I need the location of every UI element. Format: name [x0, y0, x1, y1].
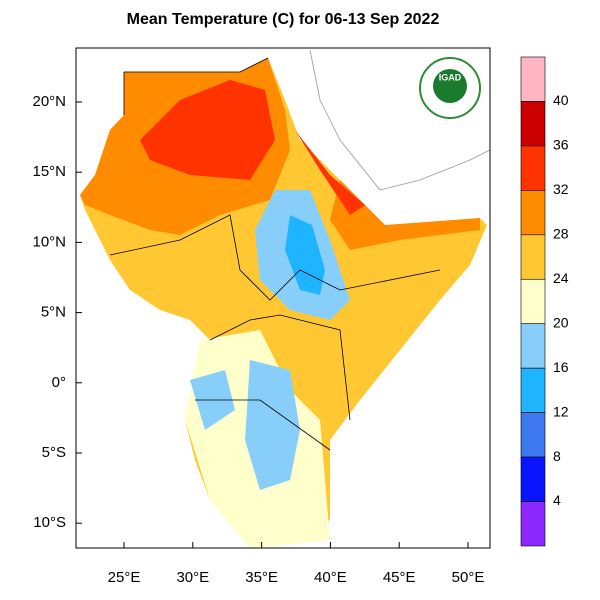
colorbar-label: 16 — [553, 359, 569, 375]
colorbar-bin — [520, 501, 546, 547]
coastline — [309, 49, 491, 191]
colorbar-bin — [520, 56, 546, 102]
temp-region-28-32 — [330, 180, 480, 250]
colorbar-bin — [520, 278, 546, 325]
temp-region-32-36 — [140, 80, 275, 180]
map-frame — [75, 47, 491, 549]
colorbar-label: 12 — [553, 403, 569, 419]
colorbar-label: 4 — [553, 492, 561, 508]
colorbar-label: 20 — [553, 314, 569, 330]
temp-region-16-20 — [245, 360, 300, 490]
colorbar-label: 24 — [553, 270, 569, 286]
x-tick-label: 40°E — [314, 569, 347, 586]
y-tick-label: 10°N — [32, 233, 66, 250]
y-tick-label: 15°N — [32, 163, 66, 180]
x-tick-label: 35°E — [245, 569, 278, 586]
country-border — [209, 314, 351, 421]
country-border — [195, 399, 331, 451]
x-tick-label: 45°E — [383, 569, 416, 586]
temp-region-32-36 — [295, 130, 365, 215]
colorbar-bin — [520, 101, 546, 147]
country-border — [123, 57, 269, 115]
y-tick-label: 0° — [52, 374, 66, 391]
colorbar-bin — [520, 234, 546, 280]
y-tick-label: 5°S — [42, 444, 66, 461]
y-tick-label: 20°N — [32, 93, 66, 110]
country-border — [109, 214, 441, 301]
colorbar-bin — [520, 323, 546, 369]
x-tick-label: 25°E — [108, 569, 141, 586]
y-tick-label: 5°N — [41, 304, 66, 321]
x-tick-label: 30°E — [176, 569, 209, 586]
logo-text: IGAD — [439, 72, 462, 82]
colorbar-bin — [520, 412, 546, 458]
x-tick-label: 50°E — [452, 569, 485, 586]
logo-globe — [433, 69, 467, 103]
colorbar-bin — [520, 367, 546, 413]
map-area — [75, 47, 491, 549]
map-title: Mean Temperature (C) for 06-13 Sep 2022 — [127, 11, 440, 28]
colorbar-label: 40 — [553, 92, 569, 108]
logo: IGAD — [419, 57, 481, 119]
y-tick-label: 10°S — [33, 514, 66, 531]
colorbar-label: 8 — [553, 448, 561, 464]
colorbar-label: 32 — [553, 181, 569, 197]
colorbar-label: 28 — [553, 226, 569, 242]
colorbar-label: 36 — [553, 137, 569, 153]
colorbar-bin — [520, 190, 546, 236]
colorbar-bin — [520, 456, 546, 502]
colorbar-bin — [520, 145, 546, 191]
